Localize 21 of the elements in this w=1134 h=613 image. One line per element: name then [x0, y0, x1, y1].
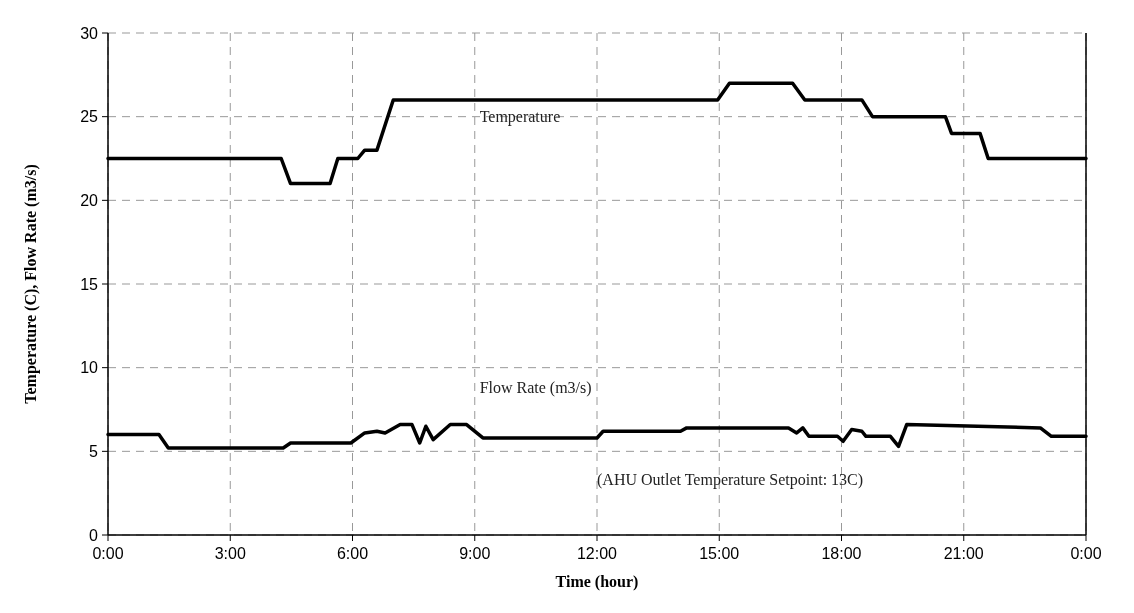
- x-tick-label: 12:00: [576, 545, 618, 562]
- y-tick-label: 5: [89, 442, 99, 460]
- x-tick-label: 0:00: [92, 545, 124, 562]
- y-tick-label: 20: [80, 191, 99, 209]
- annotation: (AHU Outlet Temperature Setpoint: 13C): [597, 470, 864, 489]
- y-tick-label: 10: [80, 359, 99, 377]
- x-tick-label: 9:00: [459, 545, 491, 562]
- x-tick-label: 0:00: [1070, 545, 1102, 562]
- series-label: Flow Rate (m3/s): [479, 378, 592, 397]
- y-tick-label: 15: [80, 275, 99, 293]
- x-tick-label: 6:00: [336, 545, 369, 562]
- x-tick-label: 3:00: [214, 545, 246, 562]
- x-tick-label: 15:00: [699, 545, 740, 562]
- y-tick-label: 0: [89, 526, 99, 544]
- x-tick-label: 18:00: [821, 545, 862, 562]
- series-label: Temperature: [479, 107, 561, 126]
- y-tick-label: 25: [80, 108, 99, 126]
- y-axis-title: Temperature (C), Flow Rate (m3/s): [22, 164, 40, 404]
- y-tick-label: 30: [80, 24, 99, 42]
- x-tick-label: 21:00: [943, 545, 984, 562]
- x-axis-title: Time (hour): [555, 573, 639, 591]
